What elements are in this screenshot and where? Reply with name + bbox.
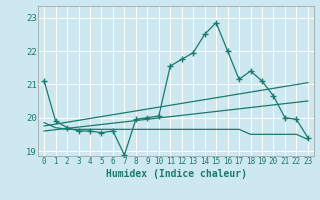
X-axis label: Humidex (Indice chaleur): Humidex (Indice chaleur) <box>106 169 246 179</box>
